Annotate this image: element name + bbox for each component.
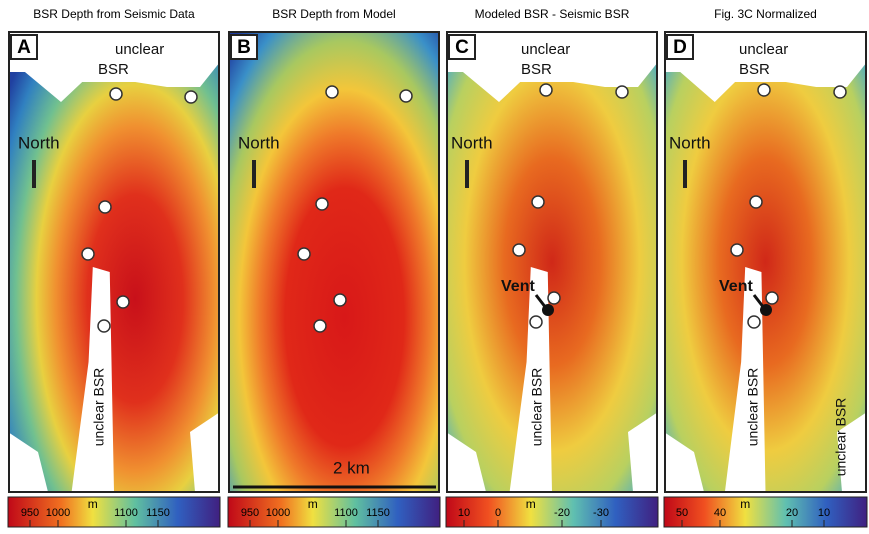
map-label: North (451, 133, 493, 152)
map-label: Vent (719, 278, 753, 295)
colorbar (446, 497, 658, 527)
site-marker (540, 84, 552, 96)
panel-letter: D (673, 37, 687, 58)
site-marker (316, 198, 328, 210)
map-label: North (669, 133, 711, 152)
panel-letter: A (17, 37, 31, 58)
colorbar-unit: m (526, 497, 536, 511)
colorbar-tick-label: 950 (21, 507, 39, 519)
site-marker (298, 248, 310, 260)
map-label: unclear BSR (529, 368, 545, 447)
vent-marker (542, 304, 554, 316)
colorbar-tick-label: 1150 (146, 507, 170, 519)
colorbar-tick-label: 20 (786, 507, 798, 519)
site-marker (513, 244, 525, 256)
panel-letter: B (237, 37, 251, 58)
colorbar-tick-label: 1100 (334, 507, 358, 519)
colorbar-unit: m (88, 497, 98, 511)
colorbar-tick-label: 1150 (366, 507, 390, 519)
site-marker (82, 248, 94, 260)
colorbar-tick-label: 1000 (46, 507, 70, 519)
site-marker (750, 196, 762, 208)
site-marker (326, 86, 338, 98)
map-label: North (18, 133, 60, 152)
site-marker (530, 316, 542, 328)
panel-title: BSR Depth from Model (272, 7, 395, 21)
site-marker (731, 244, 743, 256)
colorbar-unit: m (308, 497, 318, 511)
site-marker (748, 316, 760, 328)
map-label: unclear BSR (91, 368, 107, 447)
map-label: unclear (739, 41, 788, 58)
panel: BSR Depth from Model B North 2 km m 950 1000 11… (228, 7, 440, 527)
colorbar-tick-label: -20 (554, 507, 570, 519)
site-marker (616, 86, 628, 98)
panel-title: BSR Depth from Seismic Data (33, 7, 195, 21)
site-marker (400, 90, 412, 102)
map-label: BSR (98, 61, 129, 78)
colorbar-tick-label: 40 (714, 507, 726, 519)
site-marker (334, 294, 346, 306)
site-marker (98, 320, 110, 332)
colorbar-tick-label: 1100 (114, 507, 138, 519)
colorbar-tick-label: -30 (593, 507, 609, 519)
map-label: unclear BSR (745, 368, 761, 447)
site-marker (185, 91, 197, 103)
site-marker (834, 86, 846, 98)
site-marker (548, 292, 560, 304)
colorbar-tick-label: 10 (458, 507, 470, 519)
site-marker (766, 292, 778, 304)
site-marker (110, 88, 122, 100)
map-label: unclear BSR (833, 398, 849, 477)
panel-letter: C (455, 37, 469, 58)
map-label: North (238, 133, 280, 152)
colorbar-tick-label: 950 (241, 507, 259, 519)
map-label: unclear (521, 41, 570, 58)
colorbar-tick-label: 1000 (266, 507, 290, 519)
vent-marker (760, 304, 772, 316)
map (446, 32, 658, 492)
map-label: unclear (115, 41, 164, 58)
site-marker (99, 201, 111, 213)
map-label: 2 km (333, 458, 370, 477)
map-label: BSR (739, 61, 770, 78)
colorbar (664, 497, 867, 527)
colorbar-tick-label: 0 (495, 507, 501, 519)
panel-title: Modeled BSR - Seismic BSR (475, 7, 630, 21)
site-marker (532, 196, 544, 208)
panel-title: Fig. 3C Normalized (714, 7, 817, 21)
map-label: Vent (501, 278, 535, 295)
site-marker (758, 84, 770, 96)
colorbar-tick-label: 10 (818, 507, 830, 519)
site-marker (314, 320, 326, 332)
colorbar-tick-label: 50 (676, 507, 688, 519)
figure: BSR Depth from Seismic Data Aunclear BSR No… (0, 0, 869, 529)
map-label: BSR (521, 61, 552, 78)
colorbar-unit: m (740, 497, 750, 511)
site-marker (117, 296, 129, 308)
